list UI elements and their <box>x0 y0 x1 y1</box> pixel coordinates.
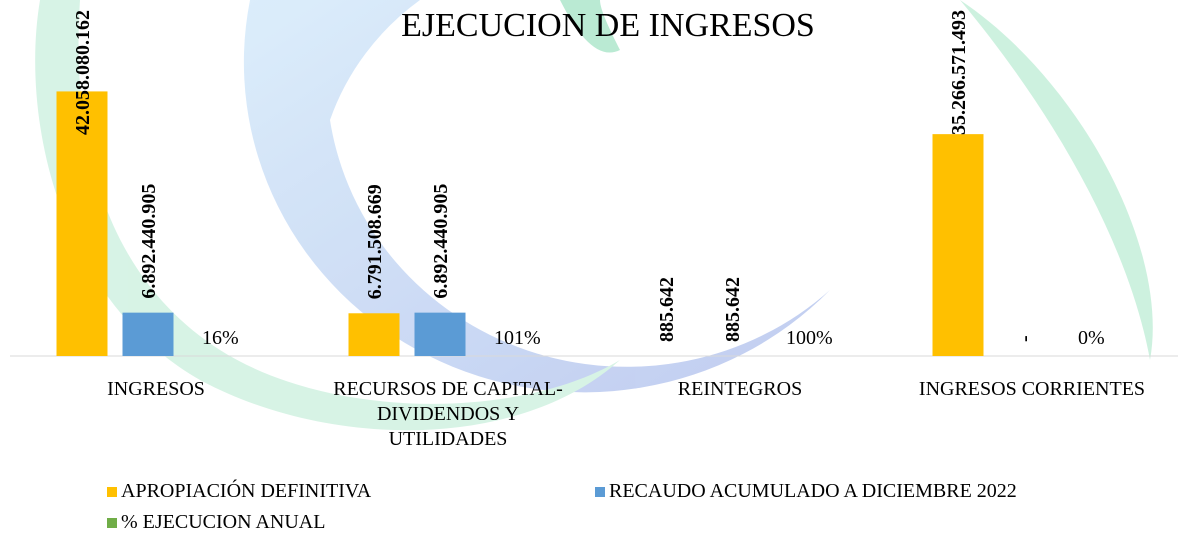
data-label: 35.266.571.493 <box>948 10 970 135</box>
data-label: 101% <box>494 327 541 349</box>
data-label: 6.892.440.905 <box>430 184 452 299</box>
legend-swatch <box>107 486 117 497</box>
bar <box>414 312 466 356</box>
legend-label: % EJECUCION ANUAL <box>121 511 326 533</box>
data-label: 0% <box>1078 327 1105 349</box>
data-label: - <box>1014 335 1036 342</box>
legend-label: APROPIACIÓN DEFINITIVA <box>121 480 372 502</box>
legend-item: APROPIACIÓN DEFINITIVA <box>107 480 371 503</box>
bar <box>122 312 174 356</box>
x-tick-label: INGRESOS CORRIENTES <box>918 378 1146 400</box>
data-label: 16% <box>202 327 239 349</box>
data-label: 885.642 <box>656 277 678 342</box>
background-swirl <box>35 0 1153 431</box>
data-label: 6.892.440.905 <box>138 184 160 299</box>
bar <box>56 91 108 356</box>
x-tick-label: RECURSOS DE CAPITAL-DIVIDENDOS Y UTILIDA… <box>333 378 563 450</box>
legend-swatch <box>595 486 605 497</box>
x-tick-label: REINTEGROS <box>677 378 803 400</box>
bar <box>932 134 984 356</box>
data-label: 42.058.080.162 <box>72 10 94 135</box>
x-tick-label: INGRESOS <box>107 378 205 400</box>
data-label: 885.642 <box>722 277 744 342</box>
data-label: 100% <box>786 327 833 349</box>
legend-item: % EJECUCION ANUAL <box>107 511 325 534</box>
legend-swatch <box>107 517 117 528</box>
legend-item: RECAUDO ACUMULADO A DICIEMBRE 2022 <box>595 480 1017 503</box>
chart-title: EJECUCION DE INGRESOS <box>401 7 815 44</box>
bar <box>348 313 400 356</box>
data-label: 6.791.508.669 <box>364 184 386 299</box>
legend-label: RECAUDO ACUMULADO A DICIEMBRE 2022 <box>609 480 1017 502</box>
